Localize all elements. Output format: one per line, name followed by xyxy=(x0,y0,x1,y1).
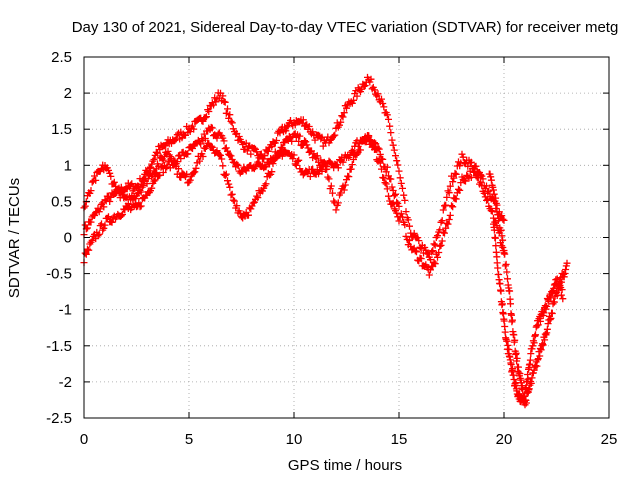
plus-markers-late-track-2 xyxy=(490,220,567,406)
x-axis-label: GPS time / hours xyxy=(288,457,402,474)
y-tick-label: -2.5 xyxy=(46,410,72,427)
x-tick-label: 10 xyxy=(286,431,303,448)
y-tick-label: -2 xyxy=(59,374,72,391)
y-axis-label: SDTVAR / TECUs xyxy=(6,178,23,298)
y-tick-label: 1.5 xyxy=(51,121,72,138)
x-tick-label: 15 xyxy=(391,431,408,448)
series-late-track xyxy=(485,170,571,409)
y-tick-label: 0 xyxy=(64,230,72,247)
y-tick-label: -1.5 xyxy=(46,338,72,355)
y-tick-label: -1 xyxy=(59,302,72,319)
y-tick-label: 1 xyxy=(64,157,72,174)
y-tick-label: 0.5 xyxy=(51,193,72,210)
y-tick-label: 2 xyxy=(64,85,72,102)
x-tick-label: 5 xyxy=(185,431,193,448)
axis-ticks xyxy=(83,56,610,419)
y-tick-label: 2.5 xyxy=(51,49,72,66)
y-tick-label: -0.5 xyxy=(46,266,72,283)
x-tick-label: 0 xyxy=(80,431,88,448)
chart-title: Day 130 of 2021, Sidereal Day-to-day VTE… xyxy=(72,19,619,36)
series-late-track-2 xyxy=(490,220,567,406)
plus-markers-late-track xyxy=(485,170,571,409)
x-tick-label: 25 xyxy=(601,431,618,448)
grid-lines xyxy=(84,57,609,418)
tick-labels: 0 5 10 15 20 25 -2.5 -2 -1.5 -1 -0.5 0 0.5 1 1.5 2 2.5 xyxy=(46,49,617,448)
x-tick-label: 20 xyxy=(496,431,513,448)
